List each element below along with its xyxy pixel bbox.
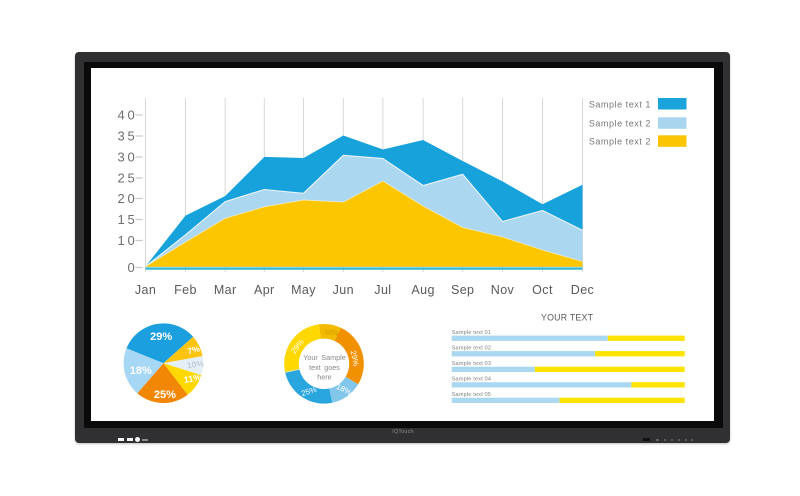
svg-text:May: May [291, 283, 316, 297]
svg-text:18%: 18% [130, 365, 152, 377]
svg-text:7%: 7% [186, 343, 201, 356]
svg-text:here: here [317, 373, 331, 382]
svg-text:Sample text 03: Sample text 03 [452, 361, 492, 367]
svg-text:Jun: Jun [333, 283, 354, 297]
svg-text:Feb: Feb [174, 283, 197, 297]
svg-text:Mar: Mar [214, 283, 237, 297]
svg-text:29%: 29% [150, 331, 172, 343]
svg-text:10%: 10% [324, 329, 339, 338]
svg-text:Sample text 2: Sample text 2 [589, 119, 651, 129]
svg-text:Sep: Sep [451, 283, 474, 297]
svg-text:Aug: Aug [411, 283, 434, 297]
svg-text:25%: 25% [154, 389, 176, 401]
svg-text:Sample text 1: Sample text 1 [589, 99, 651, 109]
svg-text:YOUR TEXT: YOUR TEXT [541, 313, 594, 323]
svg-text:Dec: Dec [571, 283, 594, 297]
svg-text:Jan: Jan [135, 283, 156, 297]
svg-text:Your Sample: Your Sample [303, 353, 345, 362]
svg-text:35: 35 [118, 128, 135, 143]
svg-text:Apr: Apr [254, 283, 275, 297]
svg-text:Sample text 04: Sample text 04 [452, 376, 492, 382]
svg-text:Sample text 02: Sample text 02 [452, 345, 492, 351]
svg-text:29%: 29% [349, 350, 361, 367]
svg-text:Sample text 05: Sample text 05 [452, 392, 492, 398]
svg-text:30: 30 [118, 149, 135, 164]
svg-text:40: 40 [118, 107, 135, 122]
svg-text:Sample text 01: Sample text 01 [452, 330, 492, 336]
svg-text:25: 25 [118, 170, 135, 185]
svg-text:0: 0 [127, 260, 134, 275]
svg-text:text goes: text goes [309, 363, 340, 372]
svg-text:20: 20 [118, 191, 135, 206]
svg-text:10%: 10% [186, 358, 205, 370]
svg-text:11%: 11% [183, 372, 202, 385]
svg-text:Nov: Nov [491, 283, 515, 297]
svg-text:10: 10 [118, 233, 135, 248]
svg-text:Jul: Jul [374, 283, 391, 297]
svg-text:Oct: Oct [532, 283, 553, 297]
svg-text:Sample text 2: Sample text 2 [589, 137, 651, 147]
svg-text:15: 15 [118, 212, 135, 227]
